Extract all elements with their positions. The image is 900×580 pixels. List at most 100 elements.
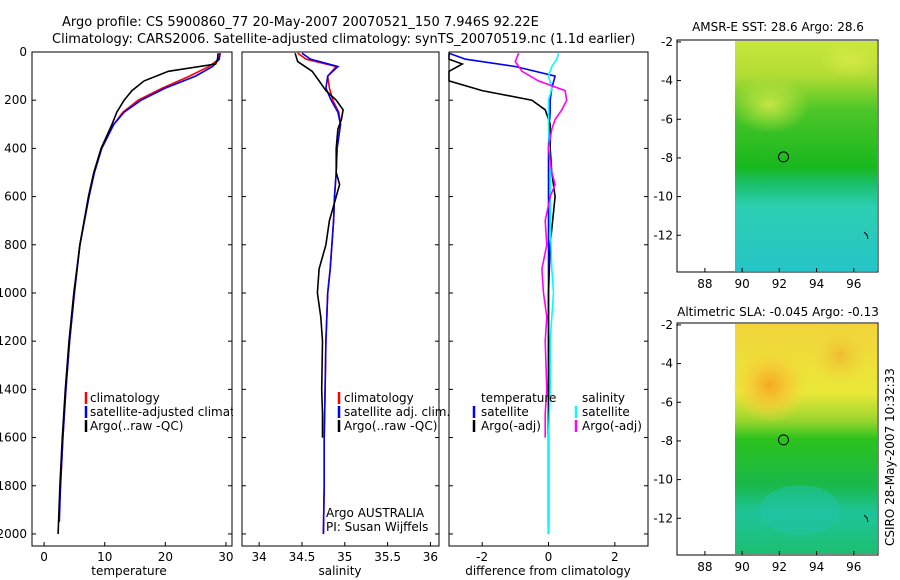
credit-timestamp: CSIRO 28-May-2007 10:32:33 (883, 368, 897, 546)
salinity-panel: 34 34.5 35 35.5 36 salinity climatology sate… (241, 51, 450, 578)
x-tick-label: 34.5 (289, 550, 316, 564)
series-line-satellite-adj-clim- (301, 52, 342, 535)
temperature-plot-frame (31, 51, 233, 547)
legend-label-sal-climatology: climatology (344, 391, 414, 405)
series-line-argo-raw-qc- (294, 52, 344, 438)
map-y-tick-label: -4 (661, 74, 673, 88)
sla-field-high-patch (732, 347, 808, 423)
legend-label-diff-temp-satellite: satellite (481, 405, 529, 419)
depth-tick-label: 800 (4, 238, 27, 252)
map-y-tick-label: -10 (653, 473, 673, 487)
salinity-legend: climatology satellite adj. clim. Argo(..… (337, 391, 450, 433)
x-tick-label: 0 (545, 550, 553, 564)
salinity-x-label: salinity (318, 564, 361, 578)
series-line-salinity-argo-adj- (514, 52, 568, 438)
temperature-x-label: temperature (91, 564, 166, 578)
map-y-tick-label: -8 (661, 151, 673, 165)
legend-label-diff-temp-argo: Argo(-adj) (481, 419, 541, 433)
map-x-tick-label: 94 (809, 560, 824, 574)
temperature-x-ticks: 0 10 20 30 (40, 542, 234, 564)
sst-map-island (863, 231, 869, 240)
argo-australia-label: Argo AUSTRALIA (326, 506, 425, 520)
difference-x-ticks: -2 0 2 (476, 542, 619, 564)
sst-field-warm-patch-2 (820, 42, 880, 78)
sst-map-title: AMSR-E SST: 28.6 Argo: 28.6 (692, 20, 864, 34)
sla-field-low-patch (760, 485, 840, 535)
sla-map-field (732, 324, 877, 554)
depth-tick-label: 1400 (0, 382, 27, 396)
map-y-tick-label: -6 (661, 112, 673, 126)
salinity-x-ticks: 34 34.5 35 35.5 36 (251, 542, 438, 564)
temperature-legend: climatology satellite-adjusted climatolo… (84, 391, 268, 433)
difference-legend: temperature satellite Argo(-adj) salinit… (472, 391, 642, 433)
depth-tick-label: 1600 (0, 431, 27, 445)
depth-tick-label: 600 (4, 190, 27, 204)
legend-label-diff-sal-argo: Argo(-adj) (582, 419, 642, 433)
x-tick-label: 35.5 (374, 550, 401, 564)
sla-map-x-ticks: 88 90 92 94 96 (697, 551, 861, 574)
map-x-tick-label: 88 (697, 560, 712, 574)
map-y-tick-label: -6 (661, 395, 673, 409)
legend-label-sal-satellite: satellite adj. clim. (344, 405, 450, 419)
legend-label-diff-sal-satellite: satellite (582, 405, 630, 419)
sst-map-field (730, 41, 880, 271)
x-tick-label: 36 (423, 550, 438, 564)
depth-tick-label: 200 (4, 93, 27, 107)
x-tick-label: 2 (611, 550, 619, 564)
map-x-tick-label: 96 (846, 560, 861, 574)
sst-argo-position-marker (778, 151, 789, 163)
sst-map-x-ticks: 88 90 92 94 96 (697, 268, 861, 291)
x-tick-label: -2 (476, 550, 488, 564)
sla-map-panel: Altimetric SLA: -0.045 Argo: -0.13 88 90 9… (653, 305, 879, 574)
salinity-plot-frame (241, 51, 440, 547)
map-y-tick-label: -8 (661, 434, 673, 448)
sst-field-warm-patch (730, 77, 810, 133)
temperature-lines (32, 51, 232, 535)
map-y-tick-label: -4 (661, 357, 673, 371)
depth-tick-label: 1800 (0, 479, 27, 493)
figure-title-line2: Climatology: CARS2006. Satellite-adjuste… (52, 32, 635, 47)
x-tick-label: 34 (251, 550, 266, 564)
pi-label: PI: Susan Wijffels (326, 520, 428, 534)
map-y-tick-label: -12 (653, 228, 673, 242)
map-x-tick-label: 90 (734, 277, 749, 291)
sla-argo-position-marker (778, 434, 789, 446)
series-line-argo-raw-qc- (57, 53, 219, 535)
x-tick-label: 0 (40, 550, 48, 564)
map-x-tick-label: 88 (697, 277, 712, 291)
depth-tick-label: 2000 (0, 527, 27, 541)
legend-label-argo: Argo(..raw -QC) (90, 419, 183, 433)
legend-label-sal-argo: Argo(..raw -QC) (344, 419, 437, 433)
sla-field-high-patch-2 (810, 325, 870, 385)
series-line-salinity-satellite (547, 52, 560, 534)
temperature-panel: 0 10 20 30 temperature climatology satellit… (31, 51, 268, 578)
legend-label-satellite-adjusted: satellite-adjusted climatology (90, 405, 268, 419)
depth-tick-label: 0 (19, 45, 27, 59)
map-y-tick-label: -10 (653, 190, 673, 204)
x-tick-label: 35 (337, 550, 352, 564)
difference-panel: -2 0 2 difference from climatology tempera… (448, 51, 649, 578)
depth-tick-label: 1000 (0, 286, 27, 300)
map-x-tick-label: 90 (734, 560, 749, 574)
map-x-tick-label: 92 (772, 560, 787, 574)
salinity-lines (242, 51, 439, 535)
map-y-tick-label: -2 (661, 35, 673, 49)
depth-tick-label: 1200 (0, 334, 27, 348)
x-tick-label: 10 (97, 550, 112, 564)
series-line-temperature-argo-adj- (448, 53, 556, 534)
map-x-tick-label: 94 (809, 277, 824, 291)
difference-x-label: difference from climatology (465, 564, 631, 578)
x-tick-label: 20 (158, 550, 173, 564)
map-x-tick-label: 92 (772, 277, 787, 291)
legend-heading-temperature: temperature (481, 391, 556, 405)
depth-axis-labels: 0 200 400 600 800 1000 1200 1400 1600 1800 2000 (0, 45, 27, 541)
x-tick-label: 30 (218, 550, 233, 564)
map-y-tick-label: -12 (653, 511, 673, 525)
sla-map-island (863, 514, 869, 523)
map-y-tick-label: -2 (661, 318, 673, 332)
map-x-tick-label: 96 (846, 277, 861, 291)
figure-title-line1: Argo profile: CS 5900860_77 20-May-2007 … (62, 15, 539, 30)
sst-map-panel: AMSR-E SST: 28.6 Argo: 28.6 88 90 92 94 96 -… (653, 20, 880, 291)
sst-map-y-ticks: -2 -4 -6 -8 -10 -12 (653, 35, 681, 242)
